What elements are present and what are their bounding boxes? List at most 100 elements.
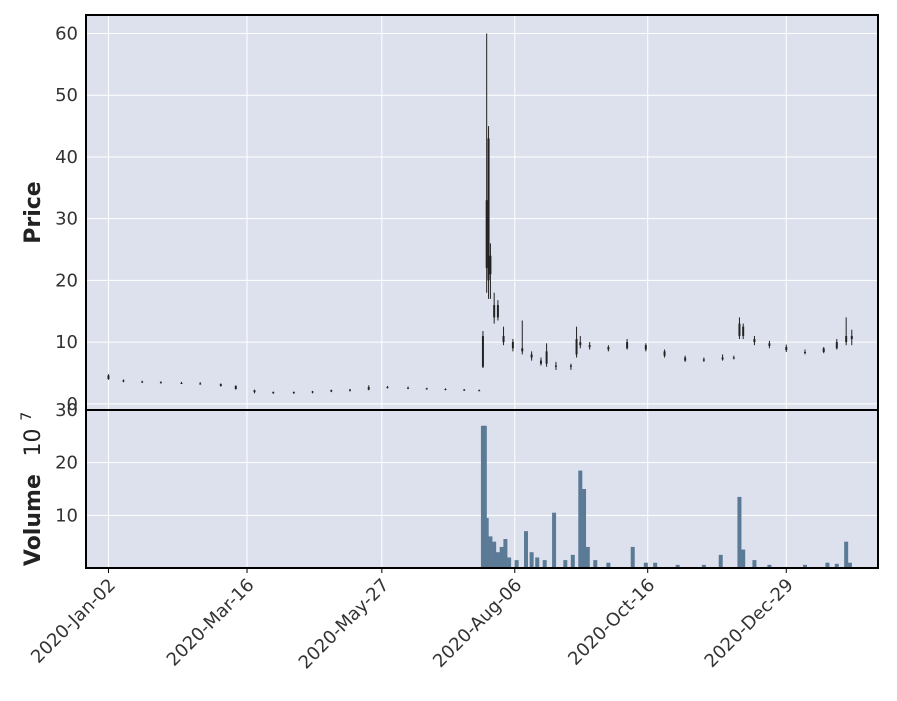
volume-bar bbox=[737, 496, 742, 568]
volume-scale-exponent: 7 bbox=[19, 412, 35, 421]
candle-body bbox=[684, 357, 687, 361]
candle-body bbox=[742, 326, 745, 336]
candle-body bbox=[444, 389, 447, 391]
volume-bar bbox=[484, 517, 489, 568]
volume-bar bbox=[675, 564, 680, 568]
volume-bar bbox=[630, 546, 635, 568]
candle-body bbox=[272, 392, 275, 394]
x-tick-label: 2020-May-27 bbox=[295, 575, 394, 674]
candle-body bbox=[626, 342, 629, 349]
candle-body bbox=[253, 390, 256, 393]
candle-body bbox=[569, 365, 572, 367]
volume-tick-label: 10 bbox=[55, 505, 78, 526]
candle-body bbox=[234, 385, 237, 390]
candle-body bbox=[768, 343, 771, 346]
volume-bar bbox=[535, 557, 540, 568]
candle-body bbox=[481, 335, 484, 367]
volume-bar bbox=[578, 470, 583, 568]
volume-bar bbox=[701, 564, 706, 568]
x-tick-label: 2020-Oct-16 bbox=[564, 575, 659, 670]
candle-body bbox=[367, 387, 370, 390]
volume-bar bbox=[482, 425, 487, 568]
candle-body bbox=[122, 380, 125, 382]
candle-body bbox=[785, 347, 788, 351]
volume-bar bbox=[507, 557, 512, 568]
candle-body bbox=[485, 200, 488, 269]
volume-tick-label: 20 bbox=[55, 453, 78, 474]
volume-bar bbox=[752, 560, 757, 568]
candle-body bbox=[489, 255, 492, 275]
volume-bar bbox=[524, 531, 528, 568]
volume-bar bbox=[542, 560, 547, 568]
volume-axis-title: Volume 10 7 bbox=[19, 412, 46, 566]
candle-body bbox=[845, 335, 848, 343]
candle-body bbox=[575, 339, 578, 355]
candle-body bbox=[159, 382, 162, 384]
candle-body bbox=[425, 388, 428, 390]
volume-bar bbox=[499, 546, 504, 568]
volume-bar bbox=[552, 512, 557, 568]
volume-bar bbox=[593, 560, 598, 568]
candle-body bbox=[539, 360, 542, 364]
volume-bar bbox=[741, 549, 746, 568]
volume-bar bbox=[718, 554, 723, 568]
volume-bar bbox=[488, 536, 493, 568]
candle-body bbox=[850, 335, 853, 340]
volume-bar bbox=[582, 489, 587, 568]
candle-body bbox=[721, 357, 724, 360]
volume-bar bbox=[844, 541, 849, 568]
candle-body bbox=[496, 305, 499, 318]
price-tick-label: 10 bbox=[55, 332, 78, 353]
price-tick-label: 0 bbox=[67, 394, 78, 415]
price-axis-title: Price bbox=[21, 181, 46, 243]
candle-body bbox=[141, 381, 144, 383]
candle-body bbox=[753, 339, 756, 343]
volume-bar bbox=[563, 560, 568, 568]
candle-body bbox=[311, 391, 314, 393]
candle-body bbox=[554, 365, 557, 367]
volume-bar bbox=[606, 562, 611, 568]
candle-body bbox=[607, 347, 610, 350]
price-tick-label: 40 bbox=[55, 147, 78, 168]
volume-tick-label: 30 bbox=[55, 400, 78, 421]
candle-body bbox=[493, 305, 496, 318]
candle-body bbox=[386, 387, 389, 389]
candle-body bbox=[502, 335, 505, 343]
volume-bar bbox=[492, 541, 497, 568]
candle-body bbox=[803, 351, 806, 353]
candle-body bbox=[521, 348, 524, 352]
candle-body bbox=[732, 357, 735, 359]
candle-body bbox=[663, 351, 666, 356]
x-tick-label: 2020-Jan-02 bbox=[27, 575, 120, 668]
x-tick-label: 2020-Dec-29 bbox=[701, 575, 798, 672]
candle-body bbox=[644, 345, 647, 350]
volume-bar bbox=[653, 562, 658, 568]
volume-bar bbox=[767, 564, 772, 568]
volume-bar bbox=[802, 564, 807, 568]
candle-body bbox=[738, 323, 741, 336]
candle-body bbox=[407, 387, 410, 389]
candle-body bbox=[180, 382, 183, 384]
volume-bars bbox=[480, 425, 852, 568]
price-candles bbox=[107, 33, 853, 394]
candle-body bbox=[588, 345, 591, 348]
candle-body bbox=[579, 342, 582, 346]
price-tick-label: 60 bbox=[55, 24, 78, 45]
volume-bar bbox=[585, 546, 590, 568]
x-tick-label: 2020-Aug-06 bbox=[429, 575, 526, 672]
grid-lines bbox=[86, 15, 878, 568]
volume-bar bbox=[503, 539, 508, 568]
candle-body bbox=[107, 375, 110, 380]
volume-bar bbox=[495, 552, 500, 568]
candle-body bbox=[822, 348, 825, 352]
volume-panel-frame bbox=[85, 409, 879, 569]
candle-body bbox=[702, 359, 705, 361]
candle-body bbox=[478, 390, 481, 392]
candle-body bbox=[219, 384, 222, 386]
candle-body bbox=[545, 351, 548, 364]
volume-bar bbox=[570, 554, 575, 568]
candle-body bbox=[530, 354, 533, 358]
volume-bar bbox=[834, 563, 839, 568]
candle-body bbox=[511, 342, 514, 349]
